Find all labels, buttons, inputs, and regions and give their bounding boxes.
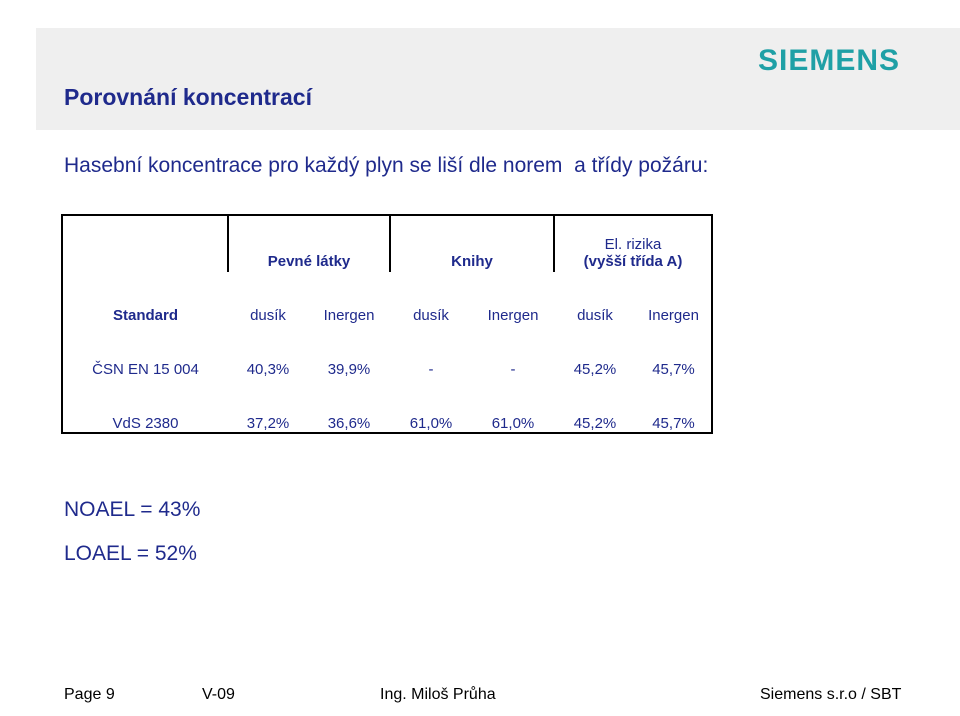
- table-cell: 45,2%: [554, 380, 636, 434]
- table-cell: 40,3%: [246, 361, 290, 378]
- group-header-electrical-line2: (vyšší třída A): [583, 253, 683, 270]
- subheader-label: Standard: [61, 272, 228, 326]
- table-row: VdS 2380 37,2% 36,6% 61,0% 61,0% 45,2% 4…: [61, 380, 713, 434]
- subheader-cell: dusík: [250, 307, 286, 324]
- table-cell: -: [428, 361, 434, 378]
- group-header-electrical-line1: El. rizika: [604, 236, 662, 253]
- table-cell: 45,7%: [636, 380, 713, 434]
- concentration-table: Pevné látky Knihy El. rizika (vyšší tříd…: [61, 214, 713, 434]
- group-header-solids: Pevné látky: [227, 214, 390, 272]
- footer-version: V-09: [202, 686, 235, 703]
- page-title: Porovnání koncentrací: [64, 84, 312, 110]
- subheader-cell: Inergen: [487, 307, 539, 324]
- subheader-cell: dusík: [413, 307, 449, 324]
- table-cell: 61,0%: [390, 380, 472, 434]
- table-corner-cell: [61, 214, 228, 272]
- footer-author: Ing. Miloš Průha: [380, 686, 496, 703]
- table-cell: -: [510, 361, 516, 378]
- siemens-logo: SIEMENS: [758, 44, 901, 77]
- footer-page: Page 9: [64, 686, 115, 703]
- group-header-electrical: El. rizika (vyšší třída A): [553, 214, 713, 272]
- table-cell: 39,9%: [327, 361, 371, 378]
- table-cell: 61,0%: [472, 380, 554, 434]
- table-cell: 45,2%: [573, 361, 617, 378]
- loael-note: LOAEL = 52%: [64, 542, 197, 565]
- subheader-cell: Inergen: [323, 307, 375, 324]
- group-header-books: Knihy: [389, 214, 554, 272]
- subheader-cell: Inergen: [636, 272, 713, 326]
- subheader-cell: dusík: [577, 307, 613, 324]
- table-row: ČSN EN 15 004 40,3% 39,9% - - 45,2% 45,7…: [61, 326, 713, 380]
- row-label: ČSN EN 15 004: [61, 326, 228, 380]
- table-cell: 36,6%: [308, 380, 390, 434]
- noael-note: NOAEL = 43%: [64, 498, 201, 521]
- intro-text: Hasební koncentrace pro každý plyn se li…: [64, 154, 709, 177]
- footer-company: Siemens s.r.o / SBT: [760, 686, 902, 703]
- table-cell: 37,2%: [228, 380, 308, 434]
- table-cell: 45,7%: [636, 326, 713, 380]
- row-label: VdS 2380: [61, 380, 228, 434]
- header-band: [36, 28, 960, 130]
